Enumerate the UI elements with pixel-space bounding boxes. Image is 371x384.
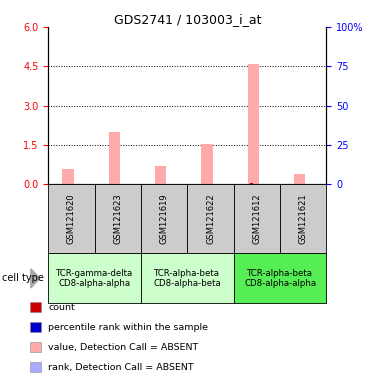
Text: GSM121620: GSM121620 bbox=[67, 194, 76, 244]
Text: GSM121621: GSM121621 bbox=[299, 194, 308, 244]
Text: TCR-gamma-delta
CD8-alpha-alpha: TCR-gamma-delta CD8-alpha-alpha bbox=[56, 269, 133, 288]
Text: GSM121622: GSM121622 bbox=[206, 194, 215, 244]
Text: TCR-alpha-beta
CD8-alpha-alpha: TCR-alpha-beta CD8-alpha-alpha bbox=[244, 269, 316, 288]
Text: cell type: cell type bbox=[2, 273, 44, 283]
Bar bbox=[250, 183, 253, 184]
Bar bbox=[248, 64, 259, 184]
Text: percentile rank within the sample: percentile rank within the sample bbox=[48, 323, 208, 332]
Bar bbox=[201, 144, 213, 184]
Bar bbox=[109, 132, 120, 184]
Text: value, Detection Call = ABSENT: value, Detection Call = ABSENT bbox=[48, 343, 198, 352]
Text: GSM121623: GSM121623 bbox=[113, 194, 122, 244]
Text: GSM121612: GSM121612 bbox=[252, 194, 262, 244]
Text: count: count bbox=[48, 303, 75, 312]
Bar bbox=[294, 174, 305, 184]
Bar bbox=[155, 166, 166, 184]
Text: rank, Detection Call = ABSENT: rank, Detection Call = ABSENT bbox=[48, 362, 194, 372]
Title: GDS2741 / 103003_i_at: GDS2741 / 103003_i_at bbox=[114, 13, 261, 26]
Text: GSM121619: GSM121619 bbox=[160, 194, 169, 244]
Bar bbox=[62, 169, 73, 184]
Text: TCR-alpha-beta
CD8-alpha-beta: TCR-alpha-beta CD8-alpha-beta bbox=[154, 269, 221, 288]
Polygon shape bbox=[31, 269, 40, 288]
